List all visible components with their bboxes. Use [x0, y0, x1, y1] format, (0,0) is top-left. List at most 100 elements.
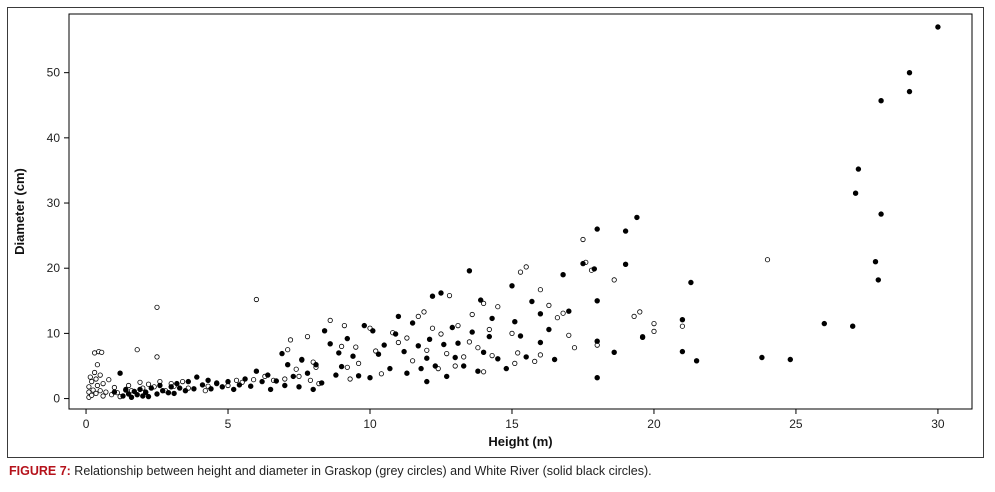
white-river-point — [259, 378, 265, 385]
white-river-point — [409, 320, 416, 326]
white-river-point — [529, 298, 535, 305]
white-river-point — [191, 386, 197, 392]
white-river-point — [387, 365, 393, 372]
graskop-point — [100, 393, 106, 399]
white-river-point — [906, 88, 913, 95]
white-river-point — [310, 386, 316, 393]
white-river-point — [639, 334, 646, 340]
white-river-point — [759, 354, 765, 361]
white-river-point — [145, 393, 152, 400]
series-white_river — [111, 24, 941, 400]
graskop-point — [327, 317, 333, 323]
white-river-point — [452, 354, 458, 361]
graskop-point — [679, 323, 686, 329]
graskop-point — [353, 344, 359, 350]
white-river-point — [125, 391, 132, 397]
graskop-point — [475, 345, 481, 351]
graskop-point — [560, 310, 566, 316]
white-river-point — [432, 363, 438, 369]
graskop-point — [145, 381, 152, 387]
graskop-point — [103, 389, 109, 395]
graskop-point — [93, 390, 99, 396]
white-river-point — [174, 380, 180, 387]
graskop-point — [631, 313, 637, 319]
x-tick-label: 10 — [363, 417, 377, 431]
white-river-point — [208, 386, 214, 392]
white-river-point — [475, 368, 481, 374]
y-tick-label: 40 — [47, 131, 61, 145]
white-river-point — [566, 308, 572, 314]
white-river-point — [523, 354, 529, 360]
graskop-point — [137, 379, 143, 385]
graskop-point — [86, 384, 92, 390]
graskop-point — [202, 388, 208, 394]
white-river-point — [395, 313, 402, 320]
graskop-point — [134, 347, 140, 353]
white-river-point — [265, 372, 271, 378]
white-river-point — [336, 350, 342, 356]
white-river-point — [855, 166, 862, 172]
graskop-point — [637, 309, 643, 315]
graskop-point — [486, 326, 492, 333]
graskop-point — [395, 339, 401, 346]
graskop-point — [296, 373, 302, 379]
white-river-point — [296, 384, 302, 390]
white-river-point — [160, 388, 166, 394]
graskop-point — [429, 325, 436, 331]
white-river-point — [424, 378, 430, 385]
white-river-point — [128, 394, 135, 400]
white-river-point — [299, 356, 305, 363]
y-tick-label: 20 — [47, 261, 61, 275]
graskop-point — [100, 380, 106, 387]
y-axis-title: Diameter (cm) — [12, 168, 27, 255]
graskop-point — [495, 304, 501, 310]
graskop-point — [580, 236, 586, 243]
white-river-point — [906, 69, 913, 76]
graskop-point — [307, 377, 313, 383]
graskop-point — [546, 302, 552, 308]
graskop-point — [515, 350, 521, 356]
figure-frame: 0 5 10 15 20 25 30 0 10 20 30 40 50 Height (m) Diame… — [7, 7, 984, 458]
white-river-point — [333, 372, 339, 378]
white-river-point — [282, 382, 288, 389]
graskop-point — [154, 304, 160, 310]
graskop-point — [517, 269, 524, 275]
white-river-point — [560, 272, 566, 278]
white-river-point — [634, 214, 640, 221]
white-river-point — [594, 298, 600, 304]
white-river-point — [117, 370, 123, 376]
white-river-point — [381, 342, 387, 348]
white-river-point — [219, 384, 226, 390]
y-tick-label: 30 — [47, 196, 61, 210]
x-axis-title: Height (m) — [488, 434, 552, 449]
white-river-point — [131, 388, 138, 395]
white-river-point — [679, 317, 686, 323]
axes: 0 5 10 15 20 25 30 0 10 20 30 40 50 — [47, 13, 973, 431]
white-river-point — [182, 388, 189, 394]
white-river-point — [580, 260, 586, 267]
graskop-point — [233, 377, 240, 383]
graskop-point — [89, 392, 95, 398]
white-river-point — [429, 293, 436, 299]
graskop-point — [282, 376, 288, 382]
white-river-point — [546, 326, 552, 333]
white-river-point — [503, 365, 509, 372]
plot-area-border — [68, 13, 973, 410]
figure-caption: FIGURE 7: Relationship between height an… — [9, 464, 652, 478]
graskop-point — [94, 362, 101, 368]
white-river-point — [489, 315, 495, 322]
white-river-point — [157, 382, 163, 389]
white-river-point — [478, 297, 484, 303]
white-river-point — [594, 226, 600, 232]
white-river-point — [622, 228, 629, 234]
white-river-point — [444, 373, 450, 380]
graskop-point — [97, 372, 103, 378]
graskop-point — [651, 328, 657, 334]
white-river-point — [537, 339, 544, 346]
graskop-point — [651, 320, 657, 327]
series-graskop — [86, 236, 771, 400]
white-river-point — [285, 362, 291, 368]
graskop-point — [111, 384, 118, 391]
graskop-point — [341, 322, 347, 329]
graskop-point — [452, 363, 458, 369]
